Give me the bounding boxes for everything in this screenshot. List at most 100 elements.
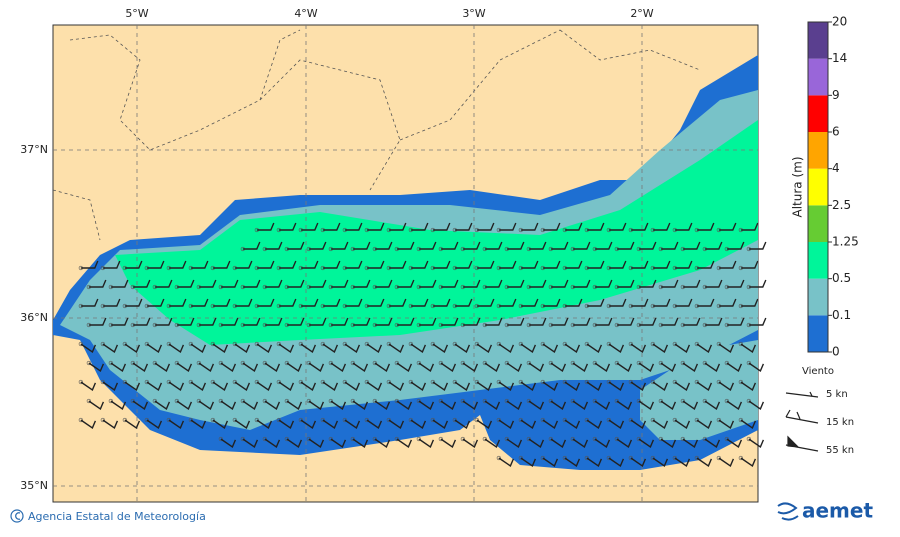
barb bbox=[110, 279, 129, 288]
barb-station bbox=[232, 341, 237, 347]
barb bbox=[88, 362, 105, 372]
barb-station bbox=[628, 417, 633, 423]
barb bbox=[366, 343, 383, 353]
barb bbox=[630, 457, 647, 467]
barb bbox=[440, 362, 457, 372]
barb bbox=[748, 241, 767, 250]
barb bbox=[330, 241, 349, 250]
barb-station bbox=[540, 341, 545, 347]
barb bbox=[344, 298, 363, 307]
barb bbox=[652, 381, 669, 391]
barb-station bbox=[218, 398, 223, 404]
barb bbox=[476, 222, 495, 231]
barb bbox=[476, 298, 495, 307]
barb bbox=[388, 419, 405, 429]
barb bbox=[124, 381, 141, 391]
barb bbox=[308, 362, 325, 372]
barb bbox=[212, 343, 229, 353]
barb-station bbox=[386, 379, 391, 385]
barb bbox=[572, 279, 591, 288]
barb bbox=[564, 343, 581, 353]
barb-station bbox=[152, 360, 157, 366]
barb-station bbox=[504, 436, 509, 442]
barb bbox=[212, 381, 229, 391]
barb bbox=[740, 343, 757, 353]
barb-station bbox=[372, 436, 377, 442]
barb bbox=[220, 400, 237, 410]
barb bbox=[594, 279, 613, 288]
barb bbox=[608, 260, 627, 269]
barb bbox=[704, 241, 723, 250]
colorbar-title: Altura (m) bbox=[791, 156, 805, 217]
barb bbox=[286, 400, 303, 410]
barb-station bbox=[746, 398, 751, 404]
barb-station bbox=[430, 379, 435, 385]
barb bbox=[300, 419, 317, 429]
barb-station bbox=[188, 417, 193, 423]
barb-station bbox=[680, 360, 685, 366]
barb-station bbox=[218, 436, 223, 442]
barb bbox=[564, 222, 583, 231]
colorbar-frame bbox=[807, 21, 829, 353]
barb bbox=[410, 260, 429, 269]
borders bbox=[52, 29, 701, 241]
barb bbox=[740, 298, 759, 307]
barb-station bbox=[526, 360, 531, 366]
barb bbox=[330, 279, 349, 288]
barb-station bbox=[240, 360, 245, 366]
barb bbox=[440, 400, 457, 410]
barb-station bbox=[548, 398, 553, 404]
barb bbox=[704, 279, 723, 288]
barb bbox=[278, 298, 297, 307]
barb-station bbox=[372, 360, 377, 366]
barb-station bbox=[540, 379, 545, 385]
logo-text: aemet bbox=[802, 499, 873, 523]
barb bbox=[608, 343, 625, 353]
barb-station bbox=[100, 341, 105, 347]
barb-station bbox=[196, 360, 201, 366]
barb bbox=[696, 343, 713, 353]
logo-swirl bbox=[777, 502, 798, 515]
barb-station bbox=[496, 341, 501, 347]
barb bbox=[682, 362, 699, 372]
barb bbox=[308, 241, 327, 250]
barb bbox=[286, 241, 305, 250]
barb bbox=[264, 400, 281, 410]
barb-station bbox=[562, 455, 567, 461]
barb bbox=[748, 362, 765, 372]
barb-station bbox=[342, 417, 347, 423]
barb bbox=[476, 381, 493, 391]
barb bbox=[168, 343, 185, 353]
barb-station bbox=[108, 398, 113, 404]
wind-legend-item: 55 kn bbox=[826, 445, 854, 456]
barb bbox=[542, 457, 559, 467]
colorbar-band bbox=[808, 242, 828, 279]
barb bbox=[286, 438, 303, 448]
barb bbox=[88, 317, 107, 326]
barb bbox=[682, 241, 701, 250]
barb-station bbox=[474, 341, 479, 347]
barb bbox=[190, 298, 209, 307]
barb-station bbox=[694, 417, 699, 423]
barb-station bbox=[320, 341, 325, 347]
barb bbox=[652, 222, 671, 231]
barb-station bbox=[570, 360, 575, 366]
barb-station bbox=[210, 379, 215, 385]
barb bbox=[506, 317, 525, 326]
barb-station bbox=[438, 360, 443, 366]
barb bbox=[608, 298, 627, 307]
barb bbox=[388, 381, 405, 391]
barb bbox=[110, 400, 127, 410]
barb bbox=[220, 317, 239, 326]
barb bbox=[630, 419, 647, 429]
barb bbox=[498, 298, 517, 307]
barb bbox=[726, 362, 743, 372]
barb bbox=[366, 222, 385, 231]
barb bbox=[256, 260, 275, 269]
barb bbox=[520, 298, 539, 307]
barb-station bbox=[320, 379, 325, 385]
barb-station bbox=[152, 398, 157, 404]
barb bbox=[352, 279, 371, 288]
barb-station bbox=[262, 398, 267, 404]
colorbar-band bbox=[808, 22, 828, 59]
